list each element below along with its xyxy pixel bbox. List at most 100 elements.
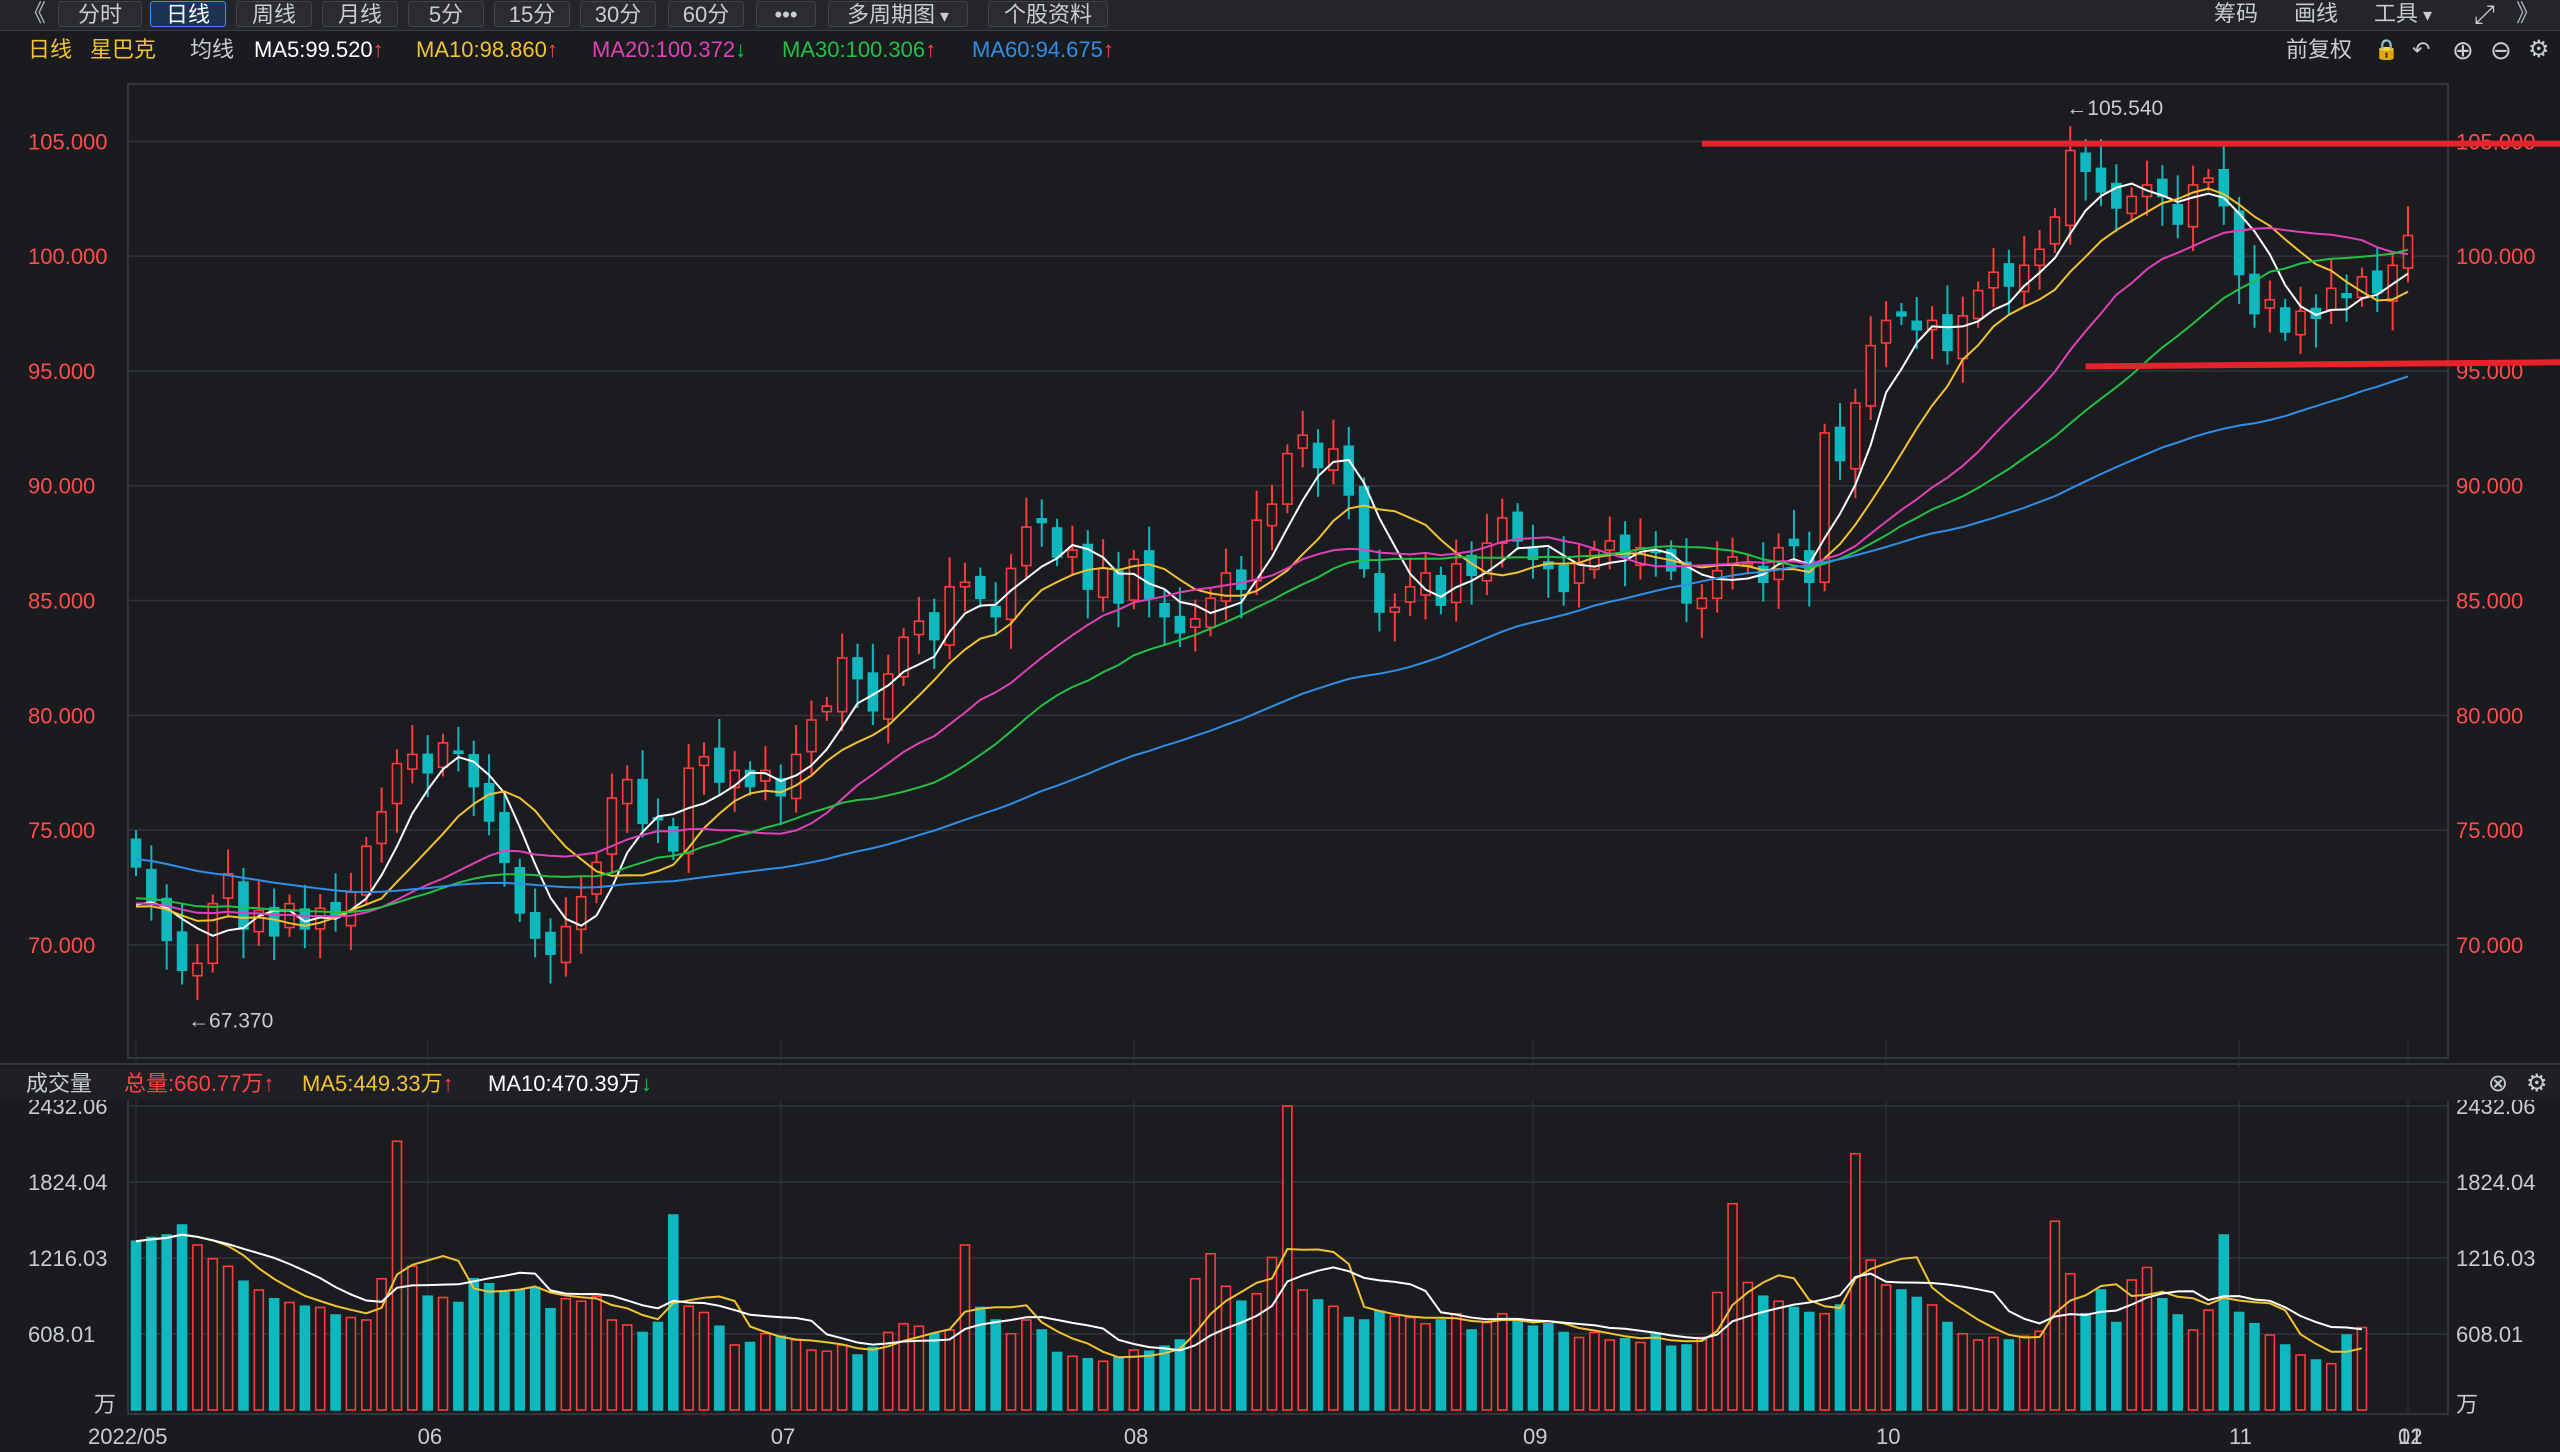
candle-up	[1972, 289, 1984, 320]
candle-up	[376, 810, 387, 845]
volume-bar-up	[1097, 1360, 1109, 1411]
gear-icon[interactable]: ⚙	[2528, 36, 2550, 63]
close-icon[interactable]: ⊗	[2488, 1070, 2509, 1097]
volume-bar-up	[1773, 1300, 1784, 1411]
candle-up	[1496, 517, 1508, 544]
candle-down	[744, 769, 756, 788]
volume-bar-up	[1021, 1319, 1032, 1411]
candle-down	[2371, 270, 2383, 294]
candle-up	[2402, 234, 2414, 269]
tab-label: 月线	[337, 2, 382, 27]
expand-icon[interactable]: ⤢	[2474, 0, 2495, 29]
volume-bar-down	[1235, 1300, 1247, 1411]
volume-bar-down	[176, 1224, 188, 1411]
volume-bar-down	[975, 1306, 986, 1411]
candle-up	[345, 891, 357, 927]
tools-menu-button[interactable]: 工具 ▾	[2374, 1, 2433, 26]
volume-tick-label: 万	[94, 1392, 116, 1417]
gear-icon[interactable]: ⚙	[2526, 1070, 2548, 1097]
tab-8[interactable]: 60分	[668, 1, 744, 27]
volume-bar-down	[1543, 1322, 1554, 1411]
volume-bar-down	[468, 1277, 480, 1411]
candle-down	[2157, 178, 2168, 198]
price-tick-label: 105.000	[28, 129, 108, 154]
candle-up	[360, 845, 372, 896]
candle-down	[545, 931, 556, 955]
candle-down	[2080, 152, 2091, 172]
candle-up	[1926, 319, 1938, 331]
volume-bar-up	[790, 1339, 802, 1411]
ma-menu-label[interactable]: 均线	[190, 37, 235, 62]
zoom-out-icon[interactable]: ⊖	[2490, 35, 2512, 65]
volume-bar-up	[591, 1295, 602, 1411]
tab-7[interactable]: 30分	[580, 1, 656, 27]
candle-down	[1757, 565, 1769, 583]
arrow-down-icon: ↓	[735, 37, 747, 62]
tab-2[interactable]: 日线	[150, 1, 226, 27]
ma30-line	[135, 248, 2409, 914]
draw-lines-button[interactable]: 画线	[2294, 1, 2339, 26]
volume-bar-down	[2111, 1321, 2122, 1411]
volume-title: 成交量	[26, 1071, 93, 1096]
volume-bar-up	[1420, 1322, 1431, 1411]
tab-6[interactable]: 15分	[494, 1, 570, 27]
price-tick-label: 80.000	[28, 703, 95, 728]
volume-bar-up	[882, 1331, 894, 1411]
price-tick-label: 95.000	[28, 359, 95, 384]
candle-down	[714, 747, 725, 783]
multi-period-dropdown[interactable]: 多周期图 ▾	[828, 1, 968, 27]
volume-bar-down	[1113, 1356, 1124, 1411]
volume-tick-label: 1824.04	[28, 1170, 108, 1195]
arrow-up-icon: ↑	[546, 37, 558, 62]
adjust-mode-button[interactable]: 前复权	[2286, 37, 2353, 62]
candle-down	[2249, 273, 2260, 315]
month-label: 2022/05	[88, 1424, 168, 1449]
high-annotation: ←105.540	[2066, 97, 2163, 120]
volume-bar-down	[2233, 1311, 2245, 1411]
candle-up	[1266, 503, 1278, 527]
undo-icon[interactable]: ↶	[2412, 37, 2431, 62]
price-tick-label: 80.000	[2456, 703, 2523, 728]
candle-up	[683, 767, 694, 855]
candle-up	[1727, 556, 1738, 566]
tab-label: 15分	[508, 2, 556, 27]
candle-down	[529, 912, 541, 939]
volume-bar-up	[2295, 1354, 2306, 1411]
tab-4[interactable]: 月线	[322, 1, 398, 27]
volume-bar-down	[667, 1214, 679, 1411]
candle-up	[2325, 287, 2337, 311]
volume-bar-up	[1573, 1336, 1585, 1411]
candle-up	[1097, 567, 1109, 599]
candle-down	[268, 906, 280, 937]
tab-label: 60分	[682, 2, 730, 27]
volume-bar-up	[253, 1289, 265, 1411]
tab-11[interactable]: 个股资料	[988, 1, 1108, 27]
volume-bar-up	[1988, 1336, 1999, 1411]
candle-up	[1865, 344, 1877, 407]
volume-bar-down	[2249, 1322, 2260, 1411]
lock-icon[interactable]: 🔒	[2374, 39, 2399, 61]
candle-up	[836, 657, 848, 713]
collapse-left-icon[interactable]: 《	[22, 0, 46, 27]
volume-bar-down	[2157, 1297, 2168, 1411]
arrow-down-icon: ↓	[640, 1071, 652, 1096]
volume-bar-up	[1067, 1355, 1078, 1411]
volume-bar-down	[299, 1305, 311, 1411]
volume-indicator-bar: 成交量 总量:660.77万↑ MA5:449.33万↑ MA10:470.39万↓ ⊗…	[0, 1068, 2560, 1100]
tab-5[interactable]: 5分	[408, 1, 484, 27]
tab-3[interactable]: 周线	[236, 1, 312, 27]
collapse-right-icon[interactable]: 》	[2516, 0, 2540, 27]
volume-bar-down	[867, 1346, 879, 1411]
candle-up	[1711, 569, 1723, 600]
zoom-in-icon[interactable]: ⊕	[2452, 35, 2474, 65]
volume-bar-down	[1343, 1316, 1355, 1411]
candle-up	[2049, 216, 2061, 245]
chips-button[interactable]: 筹码	[2214, 1, 2259, 26]
ma-value-4: MA30:100.306↑	[782, 37, 937, 62]
candle-down	[1543, 561, 1554, 570]
tab-1[interactable]: 分时	[58, 1, 142, 27]
more-periods-button[interactable]: •••	[756, 1, 816, 27]
candle-up	[1880, 319, 1892, 344]
price-tick-label: 90.000	[28, 474, 95, 499]
